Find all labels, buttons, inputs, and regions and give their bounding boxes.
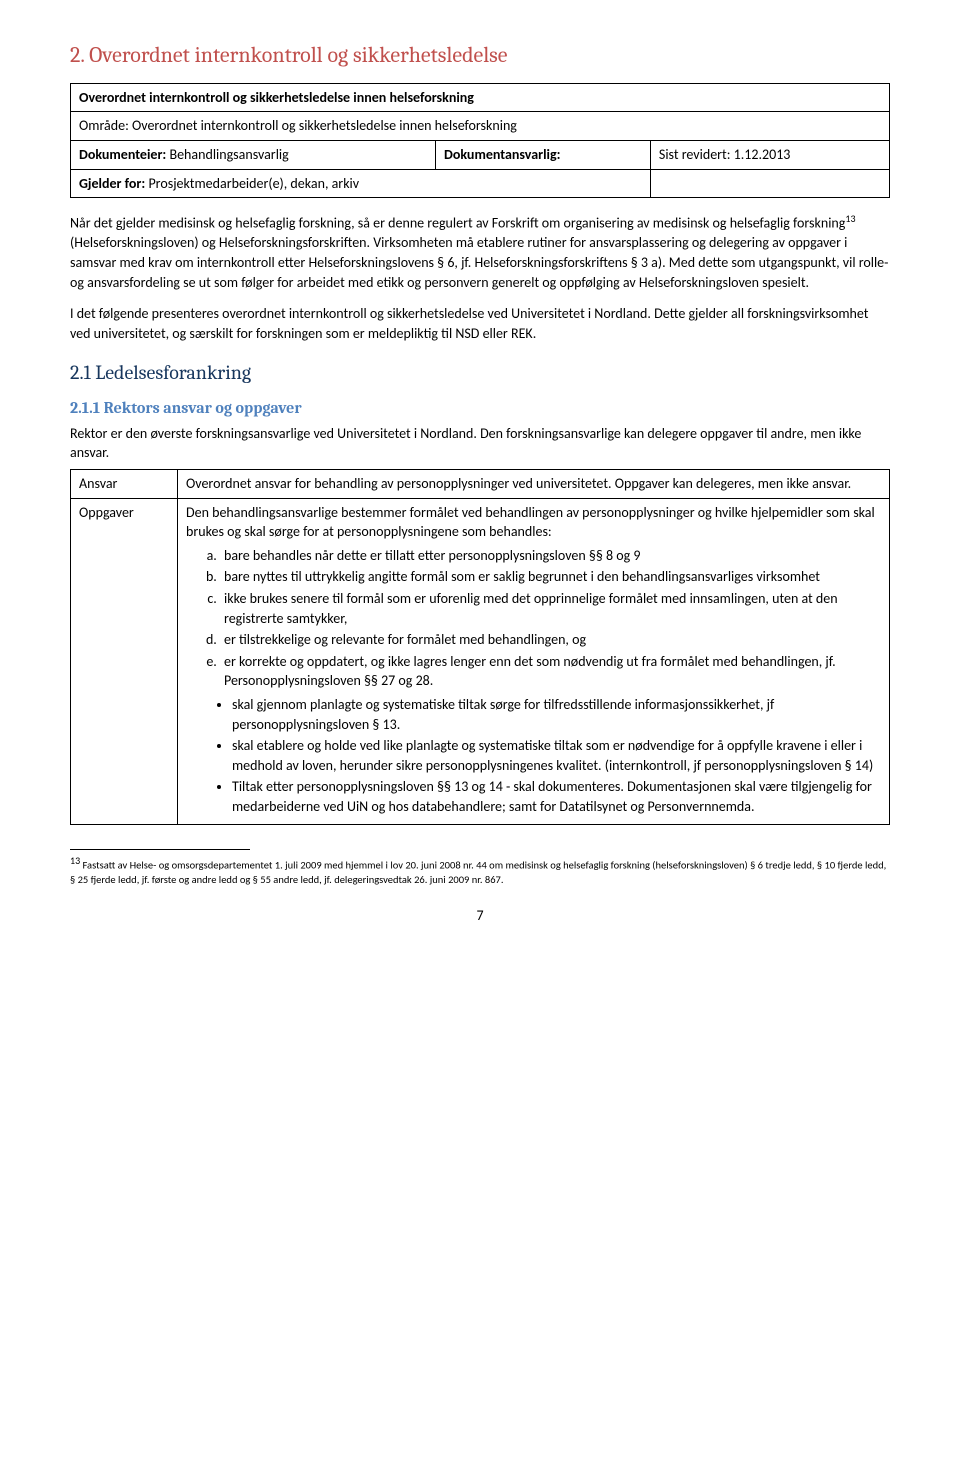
ansvar-text-cell: Overordnet ansvar for behandling av pers… (178, 469, 890, 498)
footnote-text: Fastsatt av Helse- og omsorgsdepartement… (70, 859, 886, 886)
bullet-3: Tiltak etter personopplysningsloven §§ 1… (232, 777, 881, 816)
meta-gjelder-value: Prosjektmedarbeider(e), dekan, arkiv (145, 175, 359, 192)
list-item-a: bare behandles når dette er tillatt ette… (220, 546, 881, 566)
p1-part-b: (Helseforskningsloven) og Helseforskning… (70, 234, 888, 290)
oppgaver-bullet-list: skal gjennom planlagte og systematiske t… (186, 695, 881, 817)
section-heading-2: 2. Overordnet internkontroll og sikkerhe… (70, 40, 890, 71)
meta-row1: Overordnet internkontroll og sikkerhetsl… (71, 83, 890, 112)
page-number: 7 (70, 906, 890, 926)
oppgaver-intro: Den behandlingsansvarlige bestemmer form… (186, 503, 881, 542)
bullet-1: skal gjennom planlagte og systematiske t… (232, 695, 881, 734)
footnote-13: 13 Fastsatt av Helse- og omsorgsdepartem… (70, 854, 890, 886)
meta-row3-col2: Dokumentansvarlig: (436, 140, 651, 169)
paragraph-1: Når det gjelder medisinsk og helsefaglig… (70, 212, 890, 292)
paragraph-2: I det følgende presenteres overordnet in… (70, 304, 890, 343)
bullet-2: skal etablere og holde ved like planlagt… (232, 736, 881, 775)
p1-part-a: Når det gjelder medisinsk og helsefaglig… (70, 215, 845, 232)
list-item-d: er tilstrekkelige og relevante for formå… (220, 630, 881, 650)
paragraph-3: Rektor er den øverste forskningsansvarli… (70, 424, 890, 463)
meta-row4-col2 (650, 169, 889, 198)
meta-dokumenteier-label: Dokumenteier: (79, 146, 166, 163)
oppgaver-label-cell: Oppgaver (71, 498, 178, 825)
list-item-c: ikke brukes senere til formål som er ufo… (220, 589, 881, 628)
section-heading-2-1-1: 2.1.1 Rektors ansvar og oppgaver (70, 397, 890, 419)
meta-dokumenteier-value: Behandlingsansvarlig (166, 146, 288, 163)
list-item-e: er korrekte og oppdatert, og ikke lagres… (220, 652, 881, 691)
meta-row2: Område: Overordnet internkontroll og sik… (71, 112, 890, 141)
list-item-b: bare nyttes til uttrykkelig angitte form… (220, 567, 881, 587)
oppgaver-alpha-list: bare behandles når dette er tillatt ette… (186, 546, 881, 691)
meta-row4-col1: Gjelder for: Prosjektmedarbeider(e), dek… (71, 169, 651, 198)
footnote-separator (70, 849, 250, 850)
ansvar-label-cell: Ansvar (71, 469, 178, 498)
meta-gjelder-label: Gjelder for: (79, 175, 145, 192)
section-heading-2-1: 2.1 Ledelsesforankring (70, 359, 890, 387)
meta-row3-col1: Dokumenteier: Behandlingsansvarlig (71, 140, 436, 169)
metadata-table: Overordnet internkontroll og sikkerhetsl… (70, 83, 890, 198)
ansvar-oppgaver-table: Ansvar Overordnet ansvar for behandling … (70, 469, 890, 826)
footnote-number: 13 (70, 854, 80, 867)
footnote-ref-13: 13 (845, 212, 855, 225)
oppgaver-content-cell: Den behandlingsansvarlige bestemmer form… (178, 498, 890, 825)
meta-row3-col3: Sist revidert: 1.12.2013 (650, 140, 889, 169)
